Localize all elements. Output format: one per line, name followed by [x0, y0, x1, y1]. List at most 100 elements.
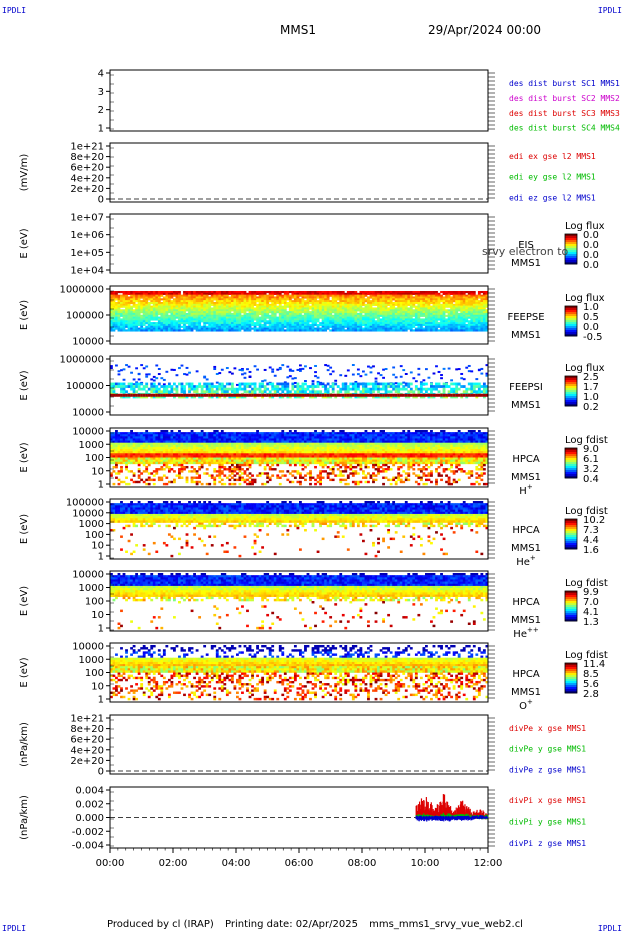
spectrogram-cell: [167, 457, 171, 460]
spectrogram-cell: [236, 303, 239, 306]
spectrogram-cell: [341, 294, 345, 297]
spectrogram-cell: [455, 300, 459, 303]
spectrogram-cell: [266, 303, 270, 306]
y-tick-label: 1: [98, 124, 104, 135]
spectrogram-cell: [130, 449, 133, 452]
spectrogram-cell: [399, 375, 403, 378]
spectrogram-cell: [346, 316, 350, 319]
y-tick-label: 1e+04: [70, 266, 104, 277]
spectrogram-cell: [288, 316, 292, 319]
spectrogram-cell: [203, 322, 207, 325]
spectrogram-cell: [152, 387, 156, 391]
spectrogram-cell: [367, 365, 370, 368]
spectrogram-cell: [263, 309, 267, 312]
spectrogram-cell: [485, 390, 489, 394]
spectrogram-cell: [435, 301, 438, 305]
spectrogram-cell: [344, 305, 348, 308]
spectrogram-cell: [384, 327, 388, 330]
spectrogram-cell: [243, 325, 247, 328]
spectrogram-cell: [225, 311, 229, 314]
spectrogram-cell: [248, 390, 252, 394]
spectrogram-cell: [188, 461, 191, 465]
spectrogram-cell: [442, 382, 446, 386]
spectrogram-cell: [351, 387, 355, 391]
spectrogram-cell: [268, 300, 272, 303]
spectrogram-cell: [228, 307, 232, 310]
spectrogram-cell: [384, 382, 388, 386]
spectrogram-cell: [112, 470, 116, 473]
spectrogram-cell: [286, 365, 290, 368]
spectrogram-cell: [422, 322, 426, 325]
spectrogram-cell: [266, 305, 270, 308]
spectrogram-cell: [359, 312, 363, 316]
spectrogram-cell: [304, 382, 307, 386]
spectrogram-cell: [160, 385, 164, 388]
spectrogram-cell: [241, 369, 244, 372]
spectrogram-cell: [384, 309, 388, 312]
spectrogram-cell: [110, 312, 113, 316]
spectrogram-cell: [110, 442, 113, 446]
y-tick-label: 100000: [66, 381, 104, 392]
spectrogram-cell: [225, 327, 229, 330]
spectrogram-cell: [467, 320, 471, 323]
spectrogram-cell: [266, 300, 270, 303]
spectrogram-cell: [198, 309, 202, 312]
spectrogram-cell: [447, 292, 451, 295]
spectrogram-cell: [132, 432, 136, 435]
spectrogram-cell: [246, 298, 249, 301]
spectrogram-cell: [457, 325, 461, 328]
spectrogram-cell: [452, 292, 456, 295]
spectrogram-cell: [263, 323, 267, 327]
spectrogram-cell: [173, 459, 176, 463]
spectrogram-cell: [142, 291, 146, 294]
spectrogram-cell: [364, 373, 368, 376]
spectrogram-cell: [427, 311, 431, 314]
spectrogram-cell: [452, 296, 456, 299]
spectrogram-cell: [319, 382, 322, 386]
spectrogram-cell: [432, 296, 436, 299]
spectrogram-cell: [213, 292, 217, 295]
spectrogram-cell: [115, 432, 118, 435]
spectrogram-cell: [349, 325, 353, 328]
spectrogram-cell: [266, 325, 270, 328]
spectrogram-cell: [200, 395, 204, 399]
spectrogram-cell: [455, 314, 459, 317]
spectrogram-cell: [205, 312, 209, 316]
spectrogram-cell: [256, 318, 259, 321]
spectrogram-cell: [185, 444, 189, 448]
spectrogram-cell: [190, 382, 194, 386]
spectrogram-cell: [165, 444, 169, 448]
spectrogram-cell: [127, 440, 131, 443]
spectrogram-cell: [460, 393, 464, 397]
spectrogram-cell: [215, 322, 219, 325]
spectrogram-cell: [175, 296, 179, 299]
spectrogram-cell: [122, 459, 126, 463]
spectrogram-cell: [291, 309, 295, 312]
spectrogram-cell: [351, 320, 355, 323]
spectrogram-cell: [162, 442, 166, 446]
spectrogram-cell: [178, 432, 181, 435]
spectrogram-cell: [248, 323, 252, 327]
spectrogram-cell: [306, 316, 310, 319]
spectrogram-cell: [152, 323, 156, 327]
spectrogram-cell: [334, 312, 338, 316]
spectrogram-cell: [185, 322, 189, 325]
spectrogram-cell: [127, 459, 131, 463]
spectrogram-cell: [251, 300, 254, 303]
spectrogram-cell: [223, 387, 227, 391]
spectrogram-cell: [482, 311, 486, 314]
spectrogram-cell: [225, 291, 229, 294]
spectrogram-cell: [130, 311, 133, 314]
spectrogram-cell: [485, 300, 489, 303]
spectrogram-cell: [477, 320, 481, 323]
spectrogram-cell: [140, 444, 144, 448]
spectrogram-cell: [359, 316, 363, 319]
spectrogram-cell: [485, 323, 489, 327]
spectrogram-cell: [188, 446, 191, 450]
spectrogram-cell: [450, 312, 454, 316]
spectrogram-cell: [132, 291, 136, 294]
spectrogram-cell: [372, 320, 375, 323]
spectrogram-cell: [356, 322, 360, 325]
spectrogram-cell: [273, 327, 277, 330]
spectrogram-cell: [445, 323, 448, 327]
